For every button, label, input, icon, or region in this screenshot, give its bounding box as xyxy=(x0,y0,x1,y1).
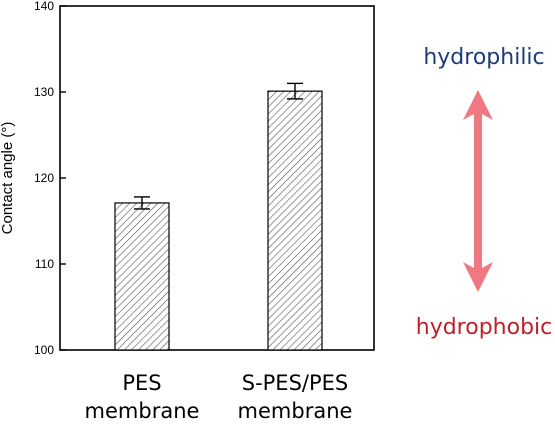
error-bar xyxy=(287,82,303,100)
y-tick-label: 130 xyxy=(34,85,54,99)
double-arrow-icon xyxy=(463,90,493,292)
category-label: S-PES/PES xyxy=(242,371,349,395)
y-axis: 100 110 120 130 140 xyxy=(34,0,66,357)
hydrophilic-label: hydrophilic xyxy=(423,45,544,70)
y-tick-label: 120 xyxy=(34,171,54,185)
bars-group xyxy=(114,82,323,351)
category-label: PES xyxy=(122,371,161,395)
category-labels: PES membrane S-PES/PES membrane xyxy=(85,371,353,423)
y-tick-label: 100 xyxy=(34,343,54,357)
error-bar xyxy=(134,196,150,210)
y-tick-label: 110 xyxy=(35,257,54,271)
bar xyxy=(267,90,323,351)
y-tick-label: 140 xyxy=(34,0,54,13)
hydrophobic-label: hydrophobic xyxy=(416,315,553,340)
bar xyxy=(114,202,170,351)
category-label: membrane xyxy=(238,399,353,423)
category-label: membrane xyxy=(85,399,200,423)
plot-frame xyxy=(59,5,375,351)
y-axis-label: Contact angle (°) xyxy=(0,122,16,235)
